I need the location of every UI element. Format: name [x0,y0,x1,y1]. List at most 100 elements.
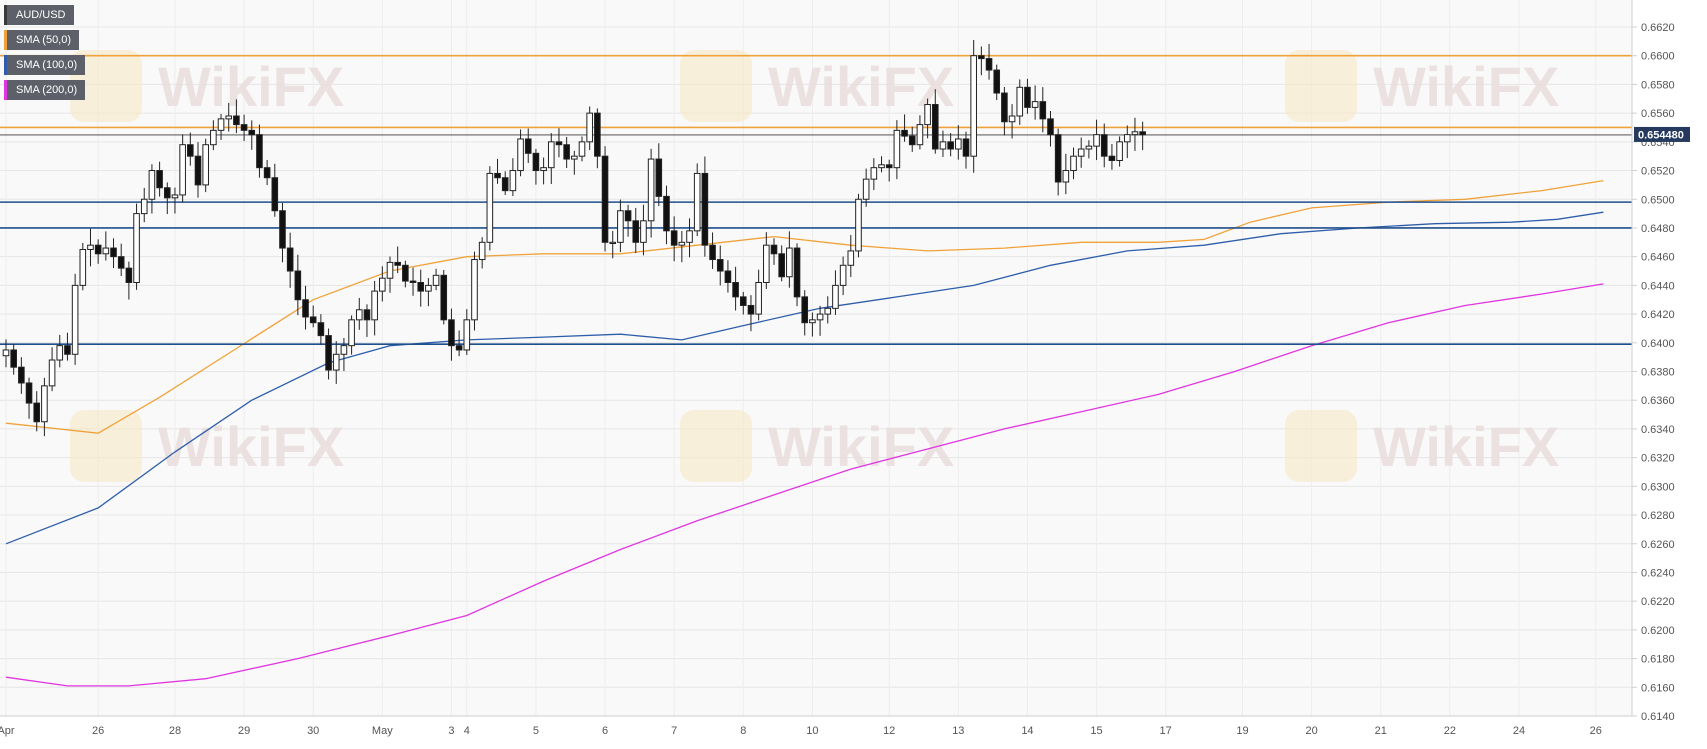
candle-up [832,284,839,309]
candle-up [678,241,686,246]
y-tick-label: 0.6220 [1641,596,1675,608]
watermark-logo [70,410,142,482]
candle-down [1024,86,1031,108]
watermark-text: WikiFX [158,415,344,478]
candle-up [509,170,517,192]
candle-down [962,138,970,157]
candle-up [210,129,217,146]
candle-down [624,210,632,222]
legend-label: SMA (50,0) [16,34,72,46]
candle-down [747,304,755,315]
watermark-text: WikiFX [1373,55,1559,118]
x-tick-label: 5 [533,725,539,737]
legend-label: SMA (200,0) [16,84,78,96]
y-tick-label: 0.6320 [1641,453,1675,465]
x-tick-label: 12 [883,725,895,737]
candle-up [1116,141,1123,161]
candle-down [724,270,732,284]
candle-down [1001,92,1008,123]
candle-up [839,264,847,286]
y-tick-label: 0.6360 [1641,395,1675,407]
candle-up [855,198,862,252]
candle-down [271,177,279,212]
y-tick-label: 0.6520 [1641,166,1675,178]
x-tick-label: 24 [1513,725,1525,737]
legend-item[interactable]: SMA (100,0) [4,55,86,75]
x-tick-label: 4 [464,725,470,737]
x-tick-label: 19 [1236,725,1248,737]
candle-up [202,144,209,186]
candle-down [908,135,916,146]
candle-down [947,141,954,150]
candle-up [939,141,947,150]
candle-up [586,112,593,143]
x-tick-label: 29 [238,725,250,737]
candle-up [425,284,432,292]
candle-up [547,141,555,169]
candle-down [18,366,25,384]
candle-up [225,115,233,120]
x-tick-label: 7 [671,725,677,737]
candle-up [1077,148,1085,157]
legend-item[interactable]: AUD/USD [4,5,74,25]
candle-down [1100,134,1108,157]
candle-down [448,319,455,347]
candle-down [325,335,332,371]
candle-up [647,158,655,222]
candle-down [455,345,463,351]
candle-down [931,104,939,150]
watermark-logo [1285,50,1357,122]
candle-down [701,172,709,246]
candle-down [978,55,985,60]
watermark-text: WikiFX [1373,415,1559,478]
candle-down [985,58,993,71]
candle-up [48,359,56,387]
y-tick-label: 0.6340 [1641,424,1675,436]
y-tick-label: 0.6600 [1641,51,1675,63]
candle-up [870,167,878,180]
legend-item[interactable]: SMA (200,0) [4,80,86,100]
candle-up [1085,145,1093,150]
x-tick-label: 21 [1375,725,1387,737]
y-tick-label: 0.6180 [1641,654,1675,666]
candle-up [140,198,148,215]
candle-down [1054,134,1062,183]
legend-swatch [4,80,7,100]
candle-up [1031,101,1039,108]
candle-down [601,155,609,243]
legend-item[interactable]: SMA (50,0) [4,30,80,50]
candle-up [955,138,962,150]
x-tick-label: 6 [602,725,608,737]
grid-lines [0,0,1632,717]
candle-down [1047,118,1054,136]
price-badge: 0.654480 [1634,126,1690,142]
candle-down [716,259,724,272]
candle-up [1016,86,1024,117]
candle-down [33,402,41,423]
candle-down [302,299,309,318]
candle-up [816,313,824,321]
y-tick-label: 0.6580 [1641,79,1675,91]
y-tick-label: 0.6300 [1641,481,1675,493]
legend-swatch [4,30,7,50]
candle-down [110,247,117,258]
candle-up [755,282,762,315]
y-tick-label: 0.6240 [1641,567,1675,579]
candle-up [809,319,816,324]
candle-up [478,241,486,261]
candle-up [2,349,10,357]
candle-down [993,69,1001,94]
candle-down [594,112,601,157]
candle-up [824,307,832,315]
watermark-logo [680,410,752,482]
candle-down [494,172,501,179]
candle-down [770,244,778,255]
legend-label: SMA (100,0) [16,59,78,71]
candle-down [555,141,563,146]
candle-down [632,220,640,243]
watermark-text: WikiFX [158,55,344,118]
candle-up [878,164,885,169]
candle-up [171,194,179,199]
x-tick-label: May [372,725,393,737]
candle-down [317,322,325,337]
